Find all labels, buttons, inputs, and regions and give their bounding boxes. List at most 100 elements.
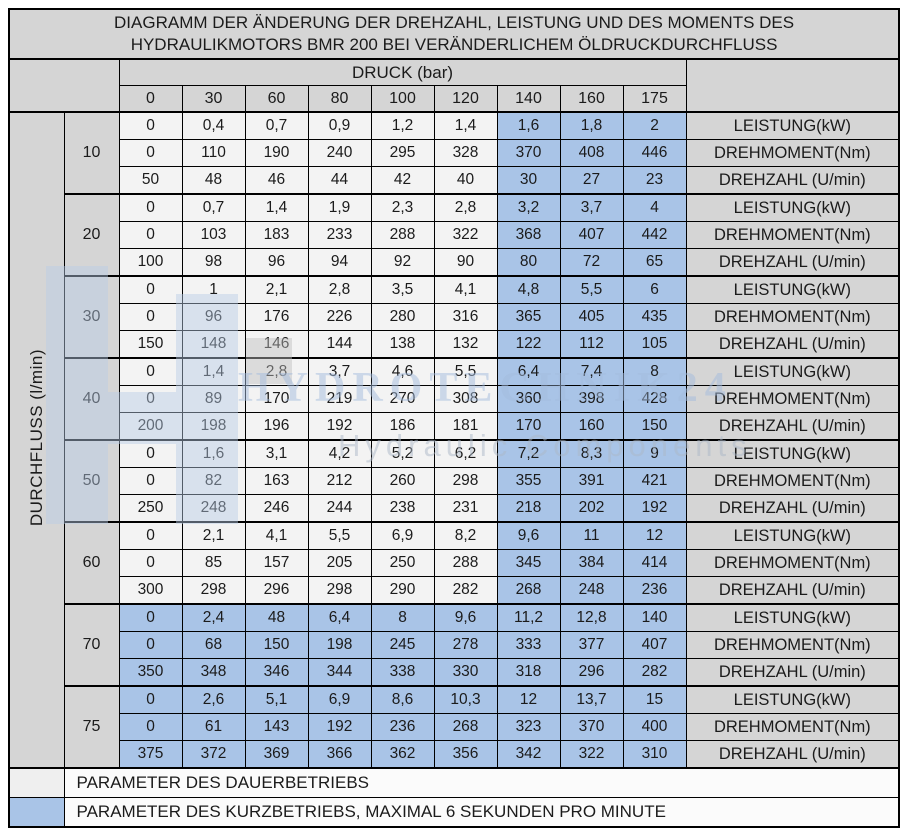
data-cell: 6,4 xyxy=(307,603,372,632)
data-cell: 150 xyxy=(118,330,183,359)
data-cell: 11 xyxy=(559,521,624,550)
data-cell: 308 xyxy=(433,385,498,413)
flow-value-60: 60 xyxy=(63,521,120,605)
data-cell: 3,5 xyxy=(370,275,435,304)
data-cell: 0 xyxy=(118,275,183,304)
data-cell: 391 xyxy=(559,467,624,495)
data-cell: 6,9 xyxy=(307,685,372,714)
data-cell: 150 xyxy=(244,631,309,659)
data-cell: 316 xyxy=(433,303,498,331)
data-cell: 170 xyxy=(496,412,561,441)
data-cell: 94 xyxy=(307,248,372,277)
data-cell: 96 xyxy=(244,248,309,277)
data-cell: 298 xyxy=(307,576,372,605)
data-cell: 414 xyxy=(622,549,687,577)
data-cell: 369 xyxy=(244,740,309,769)
data-cell: 0 xyxy=(118,713,183,741)
data-cell: 4,8 xyxy=(496,275,561,304)
data-cell: 170 xyxy=(244,385,309,413)
data-cell: 40 xyxy=(433,166,498,195)
data-cell: 8 xyxy=(370,603,435,632)
data-cell: 0,9 xyxy=(307,111,372,140)
data-cell: 100 xyxy=(118,248,183,277)
data-cell: 196 xyxy=(244,412,309,441)
data-cell: 105 xyxy=(622,330,687,359)
data-row-60-speed: 300 298 296 298 290 282 268 248 236 DREHZAHL (U/m… xyxy=(9,576,900,605)
data-cell: 350 xyxy=(118,658,183,687)
data-cell: 5,2 xyxy=(370,439,435,468)
data-cell: 110 xyxy=(181,139,246,167)
data-cell: 4,1 xyxy=(244,521,309,550)
data-cell: 4 xyxy=(622,193,687,222)
data-cell: 146 xyxy=(244,330,309,359)
data-cell: 85 xyxy=(181,549,246,577)
data-cell: 6,9 xyxy=(370,521,435,550)
legend-label-continuous: PARAMETER DES DAUERBETRIEBS xyxy=(63,767,900,798)
data-cell: 377 xyxy=(559,631,624,659)
data-cell: 138 xyxy=(370,330,435,359)
data-cell: 181 xyxy=(433,412,498,441)
data-cell: 163 xyxy=(244,467,309,495)
data-cell: 0,7 xyxy=(181,193,246,222)
motor-parameters-table: DIAGRAMM DER ÄNDERUNG DER DREHZAHL, LEIS… xyxy=(8,8,901,828)
data-cell: 435 xyxy=(622,303,687,331)
data-cell: 282 xyxy=(433,576,498,605)
data-cell: 192 xyxy=(307,713,372,741)
data-cell: 8,2 xyxy=(433,521,498,550)
data-cell: 236 xyxy=(370,713,435,741)
data-cell: 2,1 xyxy=(244,275,309,304)
data-cell: 122 xyxy=(496,330,561,359)
data-cell: 0 xyxy=(118,193,183,222)
data-cell: 8,3 xyxy=(559,439,624,468)
data-cell: 12,8 xyxy=(559,603,624,632)
data-cell: 238 xyxy=(370,494,435,523)
data-cell: 0 xyxy=(118,467,183,495)
data-row-20-torque: 0 103 183 233 288 322 368 407 442 DREHMOMENT(Nm) xyxy=(9,221,900,249)
data-cell: 72 xyxy=(559,248,624,277)
data-cell: 366 xyxy=(307,740,372,769)
data-cell: 6,2 xyxy=(433,439,498,468)
legend-row-continuous: PARAMETER DES DAUERBETRIEBS xyxy=(8,767,900,798)
data-cell: 103 xyxy=(181,221,246,249)
data-cell: 268 xyxy=(496,576,561,605)
data-row-75-torque: 0 61 143 192 236 268 323 370 400 DREHMOMENT(Nm) xyxy=(9,713,900,741)
pressure-column-header: 140 xyxy=(496,85,561,113)
data-cell: 0 xyxy=(118,303,183,331)
data-cell: 200 xyxy=(118,412,183,441)
data-cell: 288 xyxy=(370,221,435,249)
data-cell: 0 xyxy=(118,111,183,140)
row-type-label-torque: DREHMOMENT(Nm) xyxy=(685,467,900,495)
data-cell: 11,2 xyxy=(496,603,561,632)
data-cell: 2 xyxy=(622,111,687,140)
data-cell: 112 xyxy=(559,330,624,359)
data-cell: 407 xyxy=(559,221,624,249)
data-cell: 0 xyxy=(118,521,183,550)
pressure-column-header: 60 xyxy=(244,85,309,113)
top-left-corner-cell xyxy=(8,58,120,113)
data-cell: 44 xyxy=(307,166,372,195)
data-row-75-speed: 375 372 369 366 362 356 342 322 310 DREHZAHL (U/m… xyxy=(9,740,900,769)
table-title: DIAGRAMM DER ÄNDERUNG DER DREHZAHL, LEIS… xyxy=(8,8,900,60)
data-cell: 5,5 xyxy=(433,357,498,386)
row-type-label-torque: DREHMOMENT(Nm) xyxy=(685,549,900,577)
data-cell: 0 xyxy=(118,221,183,249)
row-type-label-speed: DREHZAHL (U/min) xyxy=(685,658,900,687)
data-cell: 89 xyxy=(181,385,246,413)
data-row-30-torque: 0 96 176 226 280 316 365 405 435 DREHMOMENT(Nm) xyxy=(9,303,900,331)
pressure-column-header: 0 xyxy=(118,85,183,113)
flow-value-20: 20 xyxy=(63,193,120,277)
row-type-label-speed: DREHZAHL (U/min) xyxy=(685,412,900,441)
row-type-label-speed: DREHZAHL (U/min) xyxy=(685,740,900,769)
data-cell: 231 xyxy=(433,494,498,523)
flow-value-70: 70 xyxy=(63,603,120,687)
data-cell: 244 xyxy=(307,494,372,523)
data-cell: 5,5 xyxy=(307,521,372,550)
data-row-40-power: 40 0 1,4 2,8 3,7 4,6 5,5 6,4 7,4 8 LEISTUNG(kW) xyxy=(9,357,900,441)
data-cell: 333 xyxy=(496,631,561,659)
data-cell: 1,4 xyxy=(181,357,246,386)
data-cell: 372 xyxy=(181,740,246,769)
data-cell: 270 xyxy=(370,385,435,413)
row-type-label-power: LEISTUNG(kW) xyxy=(685,193,900,222)
data-cell: 300 xyxy=(118,576,183,605)
data-row-60-torque: 0 85 157 205 250 288 345 384 414 DREHMOMENT(Nm) xyxy=(9,549,900,577)
